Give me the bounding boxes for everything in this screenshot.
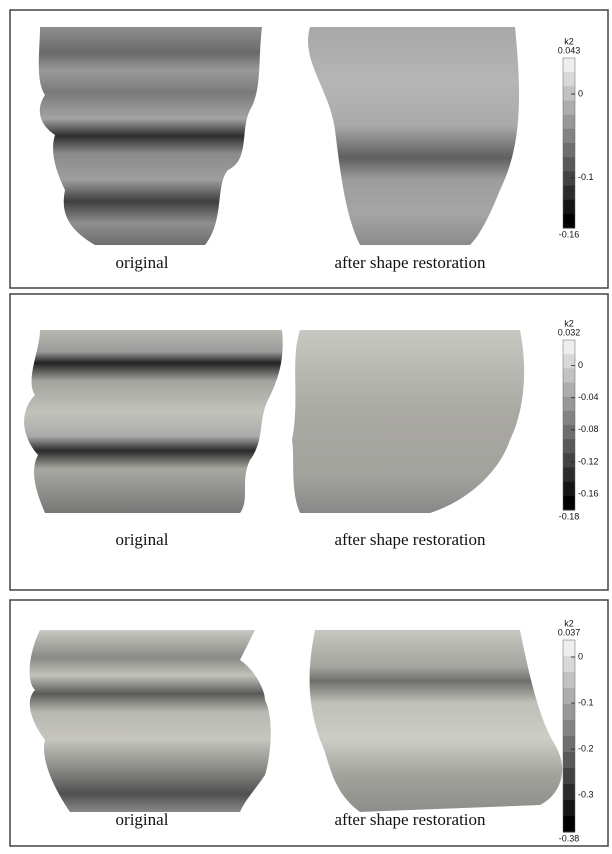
figure: originalafter shape restorationk20.043-0… [0, 0, 612, 854]
colorbar-band [563, 186, 575, 201]
caption: original [116, 530, 169, 549]
colorbar-min-label: -0.38 [559, 833, 580, 843]
colorbar-band [563, 640, 575, 657]
colorbar-max-label: 0.043 [558, 45, 581, 55]
colorbar-band [563, 768, 575, 785]
colorbar-tick-label: -0.16 [578, 488, 599, 498]
colorbar-band [563, 368, 575, 383]
restored-shape [310, 630, 563, 812]
colorbar-band [563, 157, 575, 172]
colorbar-band [563, 425, 575, 440]
caption: original [116, 810, 169, 829]
colorbar-band [563, 752, 575, 769]
colorbar-band [563, 383, 575, 398]
caption: after shape restoration [334, 253, 486, 272]
colorbar-band [563, 143, 575, 158]
caption: after shape restoration [334, 810, 486, 829]
colorbar-band [563, 411, 575, 426]
colorbar-band [563, 656, 575, 673]
colorbar-band [563, 720, 575, 737]
colorbar-band [563, 736, 575, 753]
colorbar-band [563, 397, 575, 412]
colorbar-band [563, 496, 575, 511]
colorbar-tick-label: -0.1 [578, 172, 594, 182]
colorbar-tick-label: -0.12 [578, 456, 599, 466]
colorbar-band [563, 129, 575, 144]
colorbar-band [563, 354, 575, 369]
colorbar-tick-label: -0.1 [578, 697, 594, 707]
restored-shape [292, 330, 524, 513]
colorbar-tick-label: -0.3 [578, 790, 594, 800]
caption: original [116, 253, 169, 272]
colorbar-min-label: -0.18 [559, 511, 580, 521]
colorbar-band [563, 453, 575, 468]
colorbar-band [563, 58, 575, 73]
original-shape [30, 630, 271, 812]
colorbar-max-label: 0.032 [558, 327, 581, 337]
colorbar-tick-label: -0.08 [578, 424, 599, 434]
colorbar-band [563, 688, 575, 705]
colorbar-band [563, 200, 575, 215]
colorbar-tick-label: -0.04 [578, 392, 599, 402]
colorbar-band [563, 340, 575, 355]
colorbar-min-label: -0.16 [559, 229, 580, 239]
restored-shape [308, 27, 519, 245]
original-shape [24, 330, 283, 513]
colorbar-band [563, 439, 575, 454]
colorbar-tick-label: 0 [578, 88, 583, 98]
colorbar-band [563, 214, 575, 229]
caption: after shape restoration [334, 530, 486, 549]
colorbar-tick-label: 0 [578, 360, 583, 370]
colorbar-band [563, 672, 575, 689]
colorbar-band [563, 816, 575, 833]
colorbar-band [563, 704, 575, 721]
colorbar-band [563, 468, 575, 483]
colorbar-tick-label: -0.2 [578, 743, 594, 753]
colorbar-max-label: 0.037 [558, 627, 581, 637]
colorbar-band [563, 171, 575, 186]
original-shape [39, 27, 262, 245]
colorbar-tick-label: 0 [578, 651, 583, 661]
colorbar-band [563, 115, 575, 130]
colorbar-band [563, 800, 575, 817]
colorbar-band [563, 72, 575, 87]
colorbar-band [563, 101, 575, 116]
colorbar-band [563, 784, 575, 801]
